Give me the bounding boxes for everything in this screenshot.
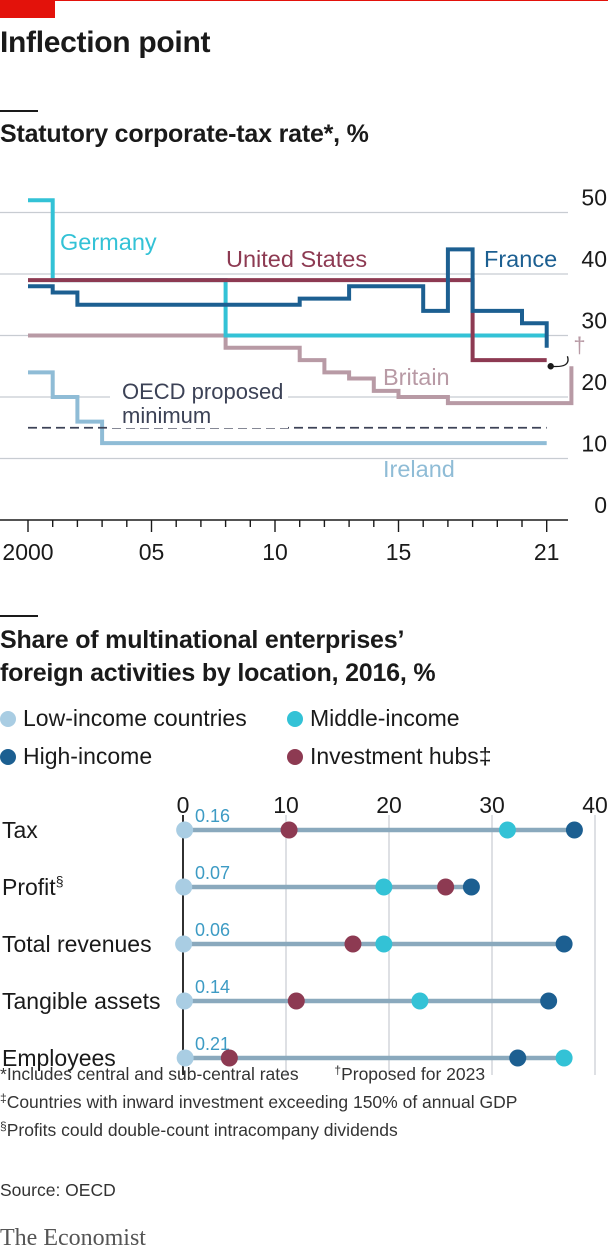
dot-low-income-countries-total-revenues [175,935,193,953]
line-chart-subtitle: Statutory corporate-tax rate*, % [0,120,369,148]
y-tick-label-0: 0 [594,492,607,518]
top-red-rule [0,0,608,1]
y-tick-label-20: 20 [581,369,607,395]
subtitle-rule-1 [0,110,38,112]
legend-label-high-income: High-income [23,743,153,769]
legend-dot-high-income [0,748,16,765]
footnote-text-2: Proposed for 2023 [341,1064,486,1084]
dot-x-tick-label-10: 10 [273,792,299,818]
subtitle-rule-2 [0,615,38,617]
footnote-text-1: Includes central and sub-central rates [6,1064,299,1084]
series-label-ireland: Ireland [383,456,455,482]
data-label-low-income-total-revenues: 0.06 [195,920,230,940]
legend-dot-middle-income [287,710,303,727]
category-label-employees: Employees [2,1045,116,1071]
legend-label-low-income: Low-income countries [23,705,247,731]
dot-investment-hubs-tangible-assets [287,992,305,1010]
dot-high-income-tangible-assets [540,992,558,1010]
dot-chart: 0 10 20 30 40 Tax 0.16 Profit§ 0.07 Total revenue… [2,792,608,1075]
legend-dot-low-income [0,710,16,727]
y-tick-label-50: 50 [581,185,607,211]
x-tick-label-15: 15 [386,539,412,565]
x-tick-label-2000: 2000 [2,539,53,565]
footnote-mark-4: § [0,1119,7,1133]
data-label-low-income-employees: 0.21 [195,1034,230,1054]
category-label-tangible-assets: Tangible assets [2,988,161,1014]
series-line-britain [28,333,574,406]
dot-investment-hubs-total-revenues [344,935,362,953]
dot-x-tick-label-30: 30 [479,792,505,818]
dot-investment-hubs-tax [280,821,298,839]
legend-item-high-income: High-income [0,743,152,770]
line-chart: 0 10 20 30 40 50 2000 05 10 15 21 Germany United Sta… [0,185,607,565]
footnote-mark-3: ‡ [0,1091,7,1105]
footnotes: *Includes central and sub-central rates … [0,1058,517,1142]
dot-high-income-profit [462,878,480,896]
x-tick-label-21: 21 [534,539,560,565]
footnote-text-4: Profits could double-count intracompany … [6,1120,398,1140]
series-line-ireland [28,370,547,446]
dot-middle-income-tax [498,821,516,839]
dot-low-income-countries-employees [176,1049,194,1067]
dot-middle-income-tangible-assets [411,992,429,1010]
source-note: Source: OECD [0,1180,116,1200]
data-label-low-income-profit: 0.07 [195,863,230,883]
dot-x-tick-label-40: 40 [582,792,608,818]
series-line-united-states [28,278,547,363]
dot-x-tick-label-0: 0 [177,792,190,818]
footnote-row-1: *Includes central and sub-central rates … [0,1058,517,1086]
dot-low-income-countries-tax [176,821,194,839]
dot-chart-subtitle: Share of multinational enterprises’ fore… [0,626,436,687]
legend-label-middle-income: Middle-income [310,705,460,731]
oecd-label-background [110,376,288,428]
y-tick-label-40: 40 [581,246,607,272]
series-line-france [28,247,549,348]
footnote-row-2: ‡Countries with inward investment exceed… [0,1086,517,1114]
x-tick-label-05: 05 [139,539,165,565]
series-label-germany: Germany [60,229,157,255]
series-label-britain: Britain [383,364,450,390]
dot-low-income-countries-profit [175,878,193,896]
dot-investment-hubs-profit [437,878,455,896]
category-label-total-revenues: Total revenues [2,931,152,957]
dot-middle-income-employees [555,1049,573,1067]
series-label-united-states: United States [226,246,367,272]
dot-middle-income-total-revenues [375,935,393,953]
y-tick-label-30: 30 [581,308,607,334]
dot-high-income-tax [565,821,583,839]
data-label-low-income-tax: 0.16 [195,806,230,826]
category-label-tax: Tax [2,817,38,843]
dot-chart-legend: Low-income countries Middle-income High-… [0,703,600,783]
dagger-annotation-mark: † [573,332,585,357]
dot-investment-hubs-employees [220,1049,238,1067]
dot-high-income-total-revenues [555,935,573,953]
category-label-profit: Profit§ [2,873,63,900]
series-label-oecd-line-2: minimum [122,403,211,428]
footnote-mark-1: * [0,1064,7,1084]
footnote-row-3: §Profits could double-count intracompany… [0,1114,517,1142]
legend-item-investment-hubs: Investment hubs‡ [287,743,492,770]
legend-dot-investment-hubs [287,748,303,765]
series-label-france: France [484,246,557,272]
dagger-annotation-leader [550,356,569,368]
footnote-text-3: Countries with inward investment exceedi… [6,1092,518,1112]
footnote-mark-2: † [334,1063,342,1077]
legend-item-low-income: Low-income countries [0,705,247,732]
dot-x-tick-label-20: 20 [376,792,402,818]
economist-wordmark: The Economist [0,1225,146,1251]
dot-low-income-countries-tangible-assets [175,992,193,1010]
economist-red-tag [0,0,55,18]
dot-high-income-employees [509,1049,527,1067]
y-tick-label-10: 10 [581,431,607,457]
legend-label-investment-hubs: Investment hubs‡ [310,743,492,769]
dot-middle-income-profit [375,878,393,896]
x-tick-label-10: 10 [262,539,288,565]
series-label-oecd-line-1: OECD proposed [122,379,283,404]
data-label-low-income-tangible-assets: 0.14 [195,977,230,997]
legend-item-middle-income: Middle-income [287,705,460,732]
chart-title: Inflection point [0,26,211,59]
